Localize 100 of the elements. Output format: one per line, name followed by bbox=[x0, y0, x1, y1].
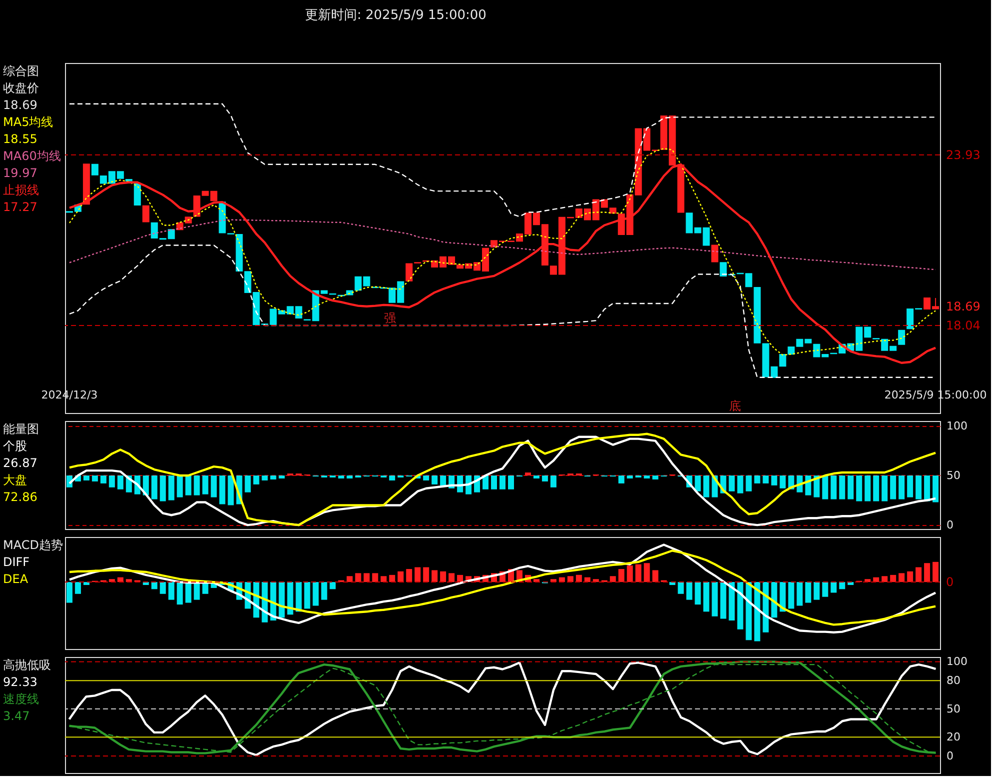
bar bbox=[796, 582, 803, 606]
bar bbox=[720, 582, 726, 619]
bar bbox=[652, 570, 658, 582]
bar bbox=[839, 582, 846, 590]
bar bbox=[924, 563, 930, 582]
bar bbox=[822, 582, 828, 597]
bar bbox=[287, 582, 294, 615]
chart-title: 综合图 bbox=[3, 64, 39, 78]
bar bbox=[610, 576, 616, 582]
bar bbox=[592, 579, 599, 582]
bar bbox=[457, 574, 464, 582]
y-tick-label: 0 bbox=[946, 518, 954, 532]
bar bbox=[372, 573, 378, 582]
text: 3.47 bbox=[3, 709, 30, 723]
chart-title: 能量图 bbox=[3, 422, 39, 436]
bar bbox=[194, 582, 200, 600]
bar bbox=[898, 573, 905, 582]
bar bbox=[176, 582, 183, 605]
candlestick bbox=[711, 244, 718, 262]
annotation: 强 bbox=[384, 311, 396, 325]
bar bbox=[406, 569, 412, 582]
text: 72.86 bbox=[3, 490, 38, 504]
bar bbox=[414, 567, 421, 582]
ref-line-label: 23.93 bbox=[946, 148, 980, 162]
text: MA5均线 bbox=[3, 115, 54, 129]
bar bbox=[321, 582, 328, 600]
y-tick-label: 80 bbox=[946, 674, 960, 688]
chart-title: 高抛低吸 bbox=[3, 658, 51, 672]
chart-subtitle: 更新时间: 2025/5/9 15:00:00 bbox=[305, 8, 486, 23]
candlestick bbox=[142, 205, 150, 222]
bar bbox=[355, 573, 362, 582]
y-tick-label: 100 bbox=[946, 419, 968, 432]
bar bbox=[380, 576, 387, 582]
bar bbox=[330, 582, 336, 590]
text: 19.97 bbox=[3, 166, 38, 180]
y-tick-label: 0 bbox=[946, 750, 954, 763]
bar bbox=[304, 582, 310, 609]
ref-line-label: 18.04 bbox=[946, 318, 980, 332]
text: 速度线 bbox=[3, 692, 39, 706]
bar bbox=[66, 582, 72, 603]
bar bbox=[754, 582, 760, 642]
y-tick-label: 20 bbox=[946, 730, 960, 744]
bar bbox=[712, 582, 718, 616]
bar bbox=[364, 573, 370, 582]
bar bbox=[168, 582, 174, 600]
bar bbox=[567, 576, 574, 582]
bar bbox=[746, 582, 752, 640]
bar bbox=[423, 567, 430, 582]
text: 止损线 bbox=[3, 183, 39, 197]
text: 个股 bbox=[3, 439, 27, 453]
text: 大盘 bbox=[3, 473, 27, 487]
bar bbox=[882, 576, 888, 582]
bar bbox=[703, 582, 710, 612]
text: DIFF bbox=[3, 555, 30, 569]
y-tick-label: 50 bbox=[946, 702, 960, 716]
bar bbox=[618, 569, 624, 582]
bar bbox=[686, 582, 692, 600]
bar bbox=[74, 582, 81, 594]
candlestick bbox=[898, 330, 906, 345]
candlestick bbox=[91, 164, 98, 176]
bar bbox=[890, 574, 896, 582]
bar bbox=[814, 582, 820, 600]
bar bbox=[346, 576, 353, 582]
text: DEA bbox=[3, 572, 29, 586]
bar bbox=[576, 574, 582, 582]
y-tick-label: 50 bbox=[946, 468, 960, 482]
bar bbox=[185, 582, 192, 603]
y-tick-label: 100 bbox=[946, 655, 968, 668]
bar bbox=[678, 582, 684, 594]
text: 17.27 bbox=[3, 200, 38, 214]
text: 收盘价 bbox=[3, 81, 39, 95]
candlestick bbox=[779, 354, 786, 367]
text: 18.69 bbox=[3, 98, 38, 112]
bar bbox=[780, 582, 786, 612]
bar bbox=[771, 582, 778, 618]
bar bbox=[626, 565, 633, 582]
text: 18.55 bbox=[3, 132, 38, 146]
bar bbox=[788, 582, 794, 609]
bar bbox=[389, 574, 396, 582]
bar bbox=[83, 582, 90, 586]
bar bbox=[151, 582, 158, 590]
candlestick bbox=[406, 263, 413, 282]
bar bbox=[160, 582, 166, 594]
bar bbox=[830, 582, 837, 593]
bar bbox=[864, 579, 871, 582]
bar bbox=[312, 582, 319, 606]
text: 26.87 bbox=[3, 456, 38, 470]
bar bbox=[805, 582, 812, 603]
candlestick bbox=[134, 182, 141, 206]
bar bbox=[432, 570, 438, 582]
bar bbox=[448, 573, 455, 582]
bar bbox=[644, 563, 650, 582]
bar bbox=[907, 571, 914, 582]
bar bbox=[728, 582, 735, 621]
annotation: 底 bbox=[729, 399, 741, 413]
bar bbox=[694, 582, 701, 605]
bar bbox=[916, 567, 922, 582]
text: 18.69 bbox=[946, 300, 980, 314]
bar bbox=[737, 582, 744, 630]
bar bbox=[635, 564, 642, 582]
